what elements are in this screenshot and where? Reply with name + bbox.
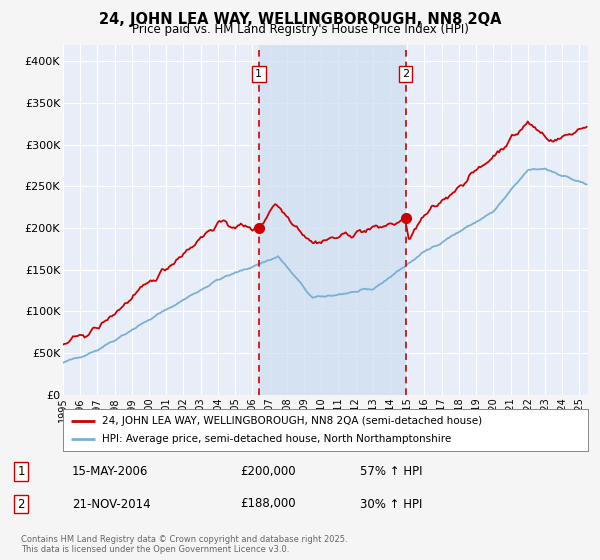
Text: 57% ↑ HPI: 57% ↑ HPI — [360, 465, 422, 478]
Text: Price paid vs. HM Land Registry's House Price Index (HPI): Price paid vs. HM Land Registry's House … — [131, 22, 469, 36]
Text: 1: 1 — [255, 69, 262, 79]
Text: 15-MAY-2006: 15-MAY-2006 — [72, 465, 148, 478]
Text: Contains HM Land Registry data © Crown copyright and database right 2025.
This d: Contains HM Land Registry data © Crown c… — [21, 535, 347, 554]
Text: £200,000: £200,000 — [240, 465, 296, 478]
Text: 2: 2 — [17, 497, 25, 511]
Text: £188,000: £188,000 — [240, 497, 296, 511]
Text: 21-NOV-2014: 21-NOV-2014 — [72, 497, 151, 511]
Text: 24, JOHN LEA WAY, WELLINGBOROUGH, NN8 2QA (semi-detached house): 24, JOHN LEA WAY, WELLINGBOROUGH, NN8 2Q… — [103, 416, 482, 426]
Text: 24, JOHN LEA WAY, WELLINGBOROUGH, NN8 2QA: 24, JOHN LEA WAY, WELLINGBOROUGH, NN8 2Q… — [99, 12, 501, 26]
Text: 1: 1 — [17, 465, 25, 478]
Text: HPI: Average price, semi-detached house, North Northamptonshire: HPI: Average price, semi-detached house,… — [103, 434, 452, 444]
Bar — [259, 45, 406, 395]
Text: 2: 2 — [402, 69, 409, 79]
Text: 30% ↑ HPI: 30% ↑ HPI — [360, 497, 422, 511]
